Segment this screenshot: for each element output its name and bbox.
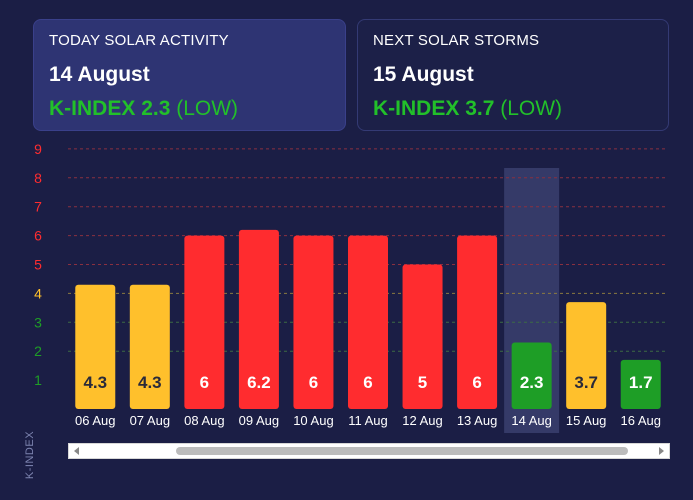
bar-data-label: 6	[200, 373, 209, 392]
next-k-label: K-INDEX	[373, 97, 460, 120]
scroll-left-arrow-icon[interactable]	[74, 447, 79, 455]
bar-data-label: 6	[472, 373, 481, 392]
today-solar-activity-card: TODAY SOLAR ACTIVITY 14 August K-INDEX 2…	[33, 19, 346, 131]
bar	[75, 284, 116, 409]
today-k-label: K-INDEX	[49, 97, 136, 120]
today-k-level: (LOW)	[176, 97, 239, 120]
next-k-value: 3.7	[465, 97, 495, 120]
x-tick-label: 12 Aug	[402, 413, 443, 428]
next-k-index: K-INDEX 3.7 (LOW)	[373, 97, 653, 121]
x-tick-label: 15 Aug	[566, 413, 607, 428]
x-tick-label: 11 Aug	[348, 413, 388, 428]
bar-data-label: 4.3	[83, 373, 107, 392]
bar	[566, 302, 607, 409]
y-tick-label: 9	[34, 141, 42, 157]
today-k-value: 2.3	[141, 97, 171, 120]
x-tick-label: 09 Aug	[239, 413, 280, 428]
y-axis-title: K-INDEX	[24, 430, 36, 480]
x-tick-label: 08 Aug	[184, 413, 225, 428]
y-tick-label: 5	[34, 257, 42, 273]
bar	[293, 235, 334, 409]
today-k-index: K-INDEX 2.3 (LOW)	[49, 97, 330, 121]
bar	[402, 264, 443, 409]
bar-data-label: 2.3	[520, 373, 544, 392]
y-tick-label: 1	[34, 372, 42, 388]
x-tick-label: 10 Aug	[293, 413, 334, 428]
next-date: 15 August	[373, 63, 474, 86]
scroll-right-arrow-icon[interactable]	[659, 447, 664, 455]
x-tick-label: 13 Aug	[457, 413, 498, 428]
next-k-level: (LOW)	[500, 97, 563, 120]
y-tick-label: 6	[34, 228, 42, 244]
bar-data-label: 3.7	[574, 373, 598, 392]
bar	[238, 229, 279, 409]
bar-data-label: 5	[418, 373, 427, 392]
bar	[620, 359, 661, 409]
next-solar-storms-card: NEXT SOLAR STORMS 15 August K-INDEX 3.7 …	[357, 19, 669, 131]
x-tick-label: 07 Aug	[130, 413, 171, 428]
x-tick-label: 06 Aug	[75, 413, 116, 428]
scrollbar-thumb[interactable]	[176, 447, 628, 455]
bar-data-label: 6.2	[247, 373, 271, 392]
bar	[129, 284, 170, 409]
bar	[184, 235, 225, 409]
y-tick-label: 7	[34, 199, 42, 215]
bar-data-label: 4.3	[138, 373, 162, 392]
bar-data-label: 6	[309, 373, 318, 392]
today-caption: TODAY SOLAR ACTIVITY	[49, 32, 229, 49]
bar	[457, 235, 498, 409]
bar	[348, 235, 388, 409]
today-date: 14 August	[49, 63, 150, 86]
y-tick-label: 8	[34, 170, 42, 186]
x-tick-label: 16 Aug	[620, 413, 661, 428]
next-caption: NEXT SOLAR STORMS	[373, 32, 540, 49]
y-tick-label: 4	[34, 285, 42, 301]
bar	[511, 342, 552, 409]
chart-horizontal-scrollbar[interactable]	[68, 443, 670, 459]
x-tick-label: 14 Aug	[511, 413, 552, 428]
y-tick-label: 2	[34, 343, 42, 359]
bar-data-label: 6	[363, 373, 372, 392]
y-tick-label: 3	[34, 314, 42, 330]
bar-data-label: 1.7	[629, 373, 653, 392]
